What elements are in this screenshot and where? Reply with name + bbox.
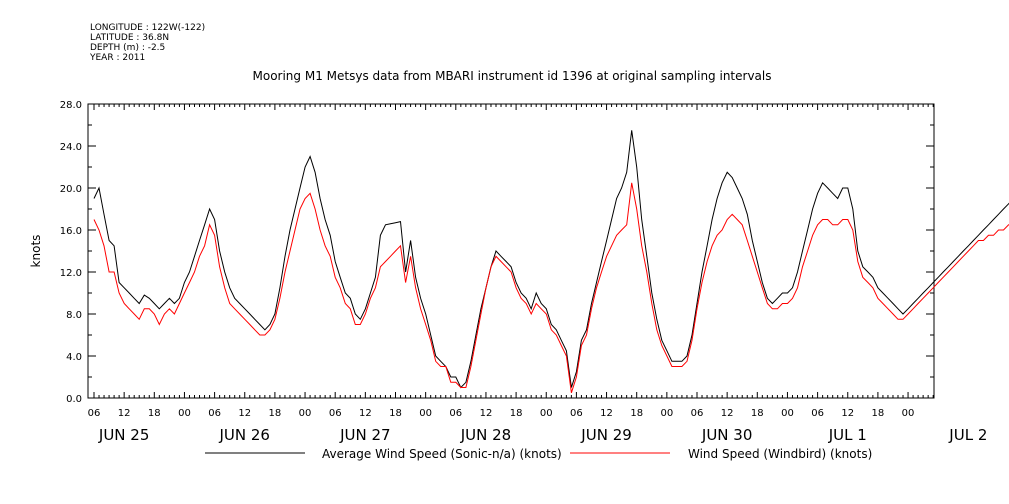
x-hour-label: 00 bbox=[419, 408, 432, 419]
y-tick-label: 16.0 bbox=[60, 226, 82, 237]
x-hour-label: 06 bbox=[811, 408, 824, 419]
y-axis-ticks: 0.0 4.0 8.0 12.0 16.0 20.0 24.0 28.0 bbox=[60, 100, 934, 405]
x-hour-label: 06 bbox=[691, 408, 704, 419]
y-tick-label: 24.0 bbox=[60, 142, 82, 153]
x-hour-label: 06 bbox=[329, 408, 342, 419]
x-hour-label: 12 bbox=[721, 408, 734, 419]
x-day-label: JUN 26 bbox=[219, 426, 270, 444]
meta-year: YEAR : 2011 bbox=[89, 53, 145, 63]
y-tick-label: 8.0 bbox=[66, 310, 82, 321]
y-tick-label: 28.0 bbox=[60, 100, 82, 111]
meta-latitude: LATITUDE : 36.8N bbox=[90, 33, 169, 43]
x-hour-label: 00 bbox=[781, 408, 794, 419]
x-hour-label: 12 bbox=[238, 408, 251, 419]
x-hour-label: 06 bbox=[449, 408, 462, 419]
y-tick-label: 0.0 bbox=[66, 394, 82, 405]
x-hour-label: 12 bbox=[118, 408, 131, 419]
x-day-label: JUL 2 bbox=[948, 426, 987, 444]
x-day-label: JUN 27 bbox=[339, 426, 390, 444]
x-hour-label: 12 bbox=[480, 408, 493, 419]
x-hour-label: 00 bbox=[299, 408, 312, 419]
meta-depth: DEPTH (m) : -2.5 bbox=[90, 43, 165, 53]
x-day-label: JUN 28 bbox=[460, 426, 511, 444]
x-hour-label: 06 bbox=[570, 408, 583, 419]
x-hour-label: 00 bbox=[540, 408, 553, 419]
legend: Average Wind Speed (Sonic-n/a) (knots) W… bbox=[205, 447, 872, 461]
x-day-label: JUL 1 bbox=[828, 426, 867, 444]
x-hour-label: 06 bbox=[208, 408, 221, 419]
y-axis-label: knots bbox=[29, 235, 43, 268]
y-tick-label: 20.0 bbox=[60, 184, 82, 195]
series-lines bbox=[93, 130, 1009, 393]
x-hour-label: 18 bbox=[389, 408, 402, 419]
x-hour-label: 18 bbox=[269, 408, 282, 419]
x-hour-label: 06 bbox=[88, 408, 101, 419]
x-day-label: JUN 25 bbox=[98, 426, 149, 444]
x-hour-label: 18 bbox=[148, 408, 161, 419]
x-hour-label: 18 bbox=[751, 408, 764, 419]
series-line-sonic bbox=[93, 130, 1009, 389]
y-tick-label: 4.0 bbox=[66, 352, 82, 363]
series-line-windbird bbox=[93, 182, 1009, 393]
x-hour-label: 18 bbox=[510, 408, 523, 419]
legend-label-sonic: Average Wind Speed (Sonic-n/a) (knots) bbox=[322, 447, 562, 461]
meta-longitude: LONGITUDE : 122W(-122) bbox=[90, 23, 205, 33]
x-day-label: JUN 29 bbox=[580, 426, 631, 444]
y-tick-label: 12.0 bbox=[60, 268, 82, 279]
x-hour-label: 12 bbox=[600, 408, 613, 419]
chart-title: Mooring M1 Metsys data from MBARI instru… bbox=[253, 69, 772, 83]
metadata-block: LONGITUDE : 122W(-122) LATITUDE : 36.8N … bbox=[89, 23, 205, 63]
x-axis-ticks: 06 12 18 00 06 12 18 00 06 12 18 00 06 12 18 00 06 12 18 00… bbox=[88, 104, 987, 444]
x-hour-label: 12 bbox=[359, 408, 372, 419]
x-hour-label: 12 bbox=[841, 408, 854, 419]
x-hour-label: 18 bbox=[630, 408, 643, 419]
x-hour-label: 18 bbox=[872, 408, 885, 419]
x-hour-label: 00 bbox=[902, 408, 915, 419]
x-hour-label: 00 bbox=[178, 408, 191, 419]
x-hour-label: 00 bbox=[660, 408, 673, 419]
x-day-label: JUN 30 bbox=[701, 426, 752, 444]
legend-label-windbird: Wind Speed (Windbird) (knots) bbox=[688, 447, 872, 461]
